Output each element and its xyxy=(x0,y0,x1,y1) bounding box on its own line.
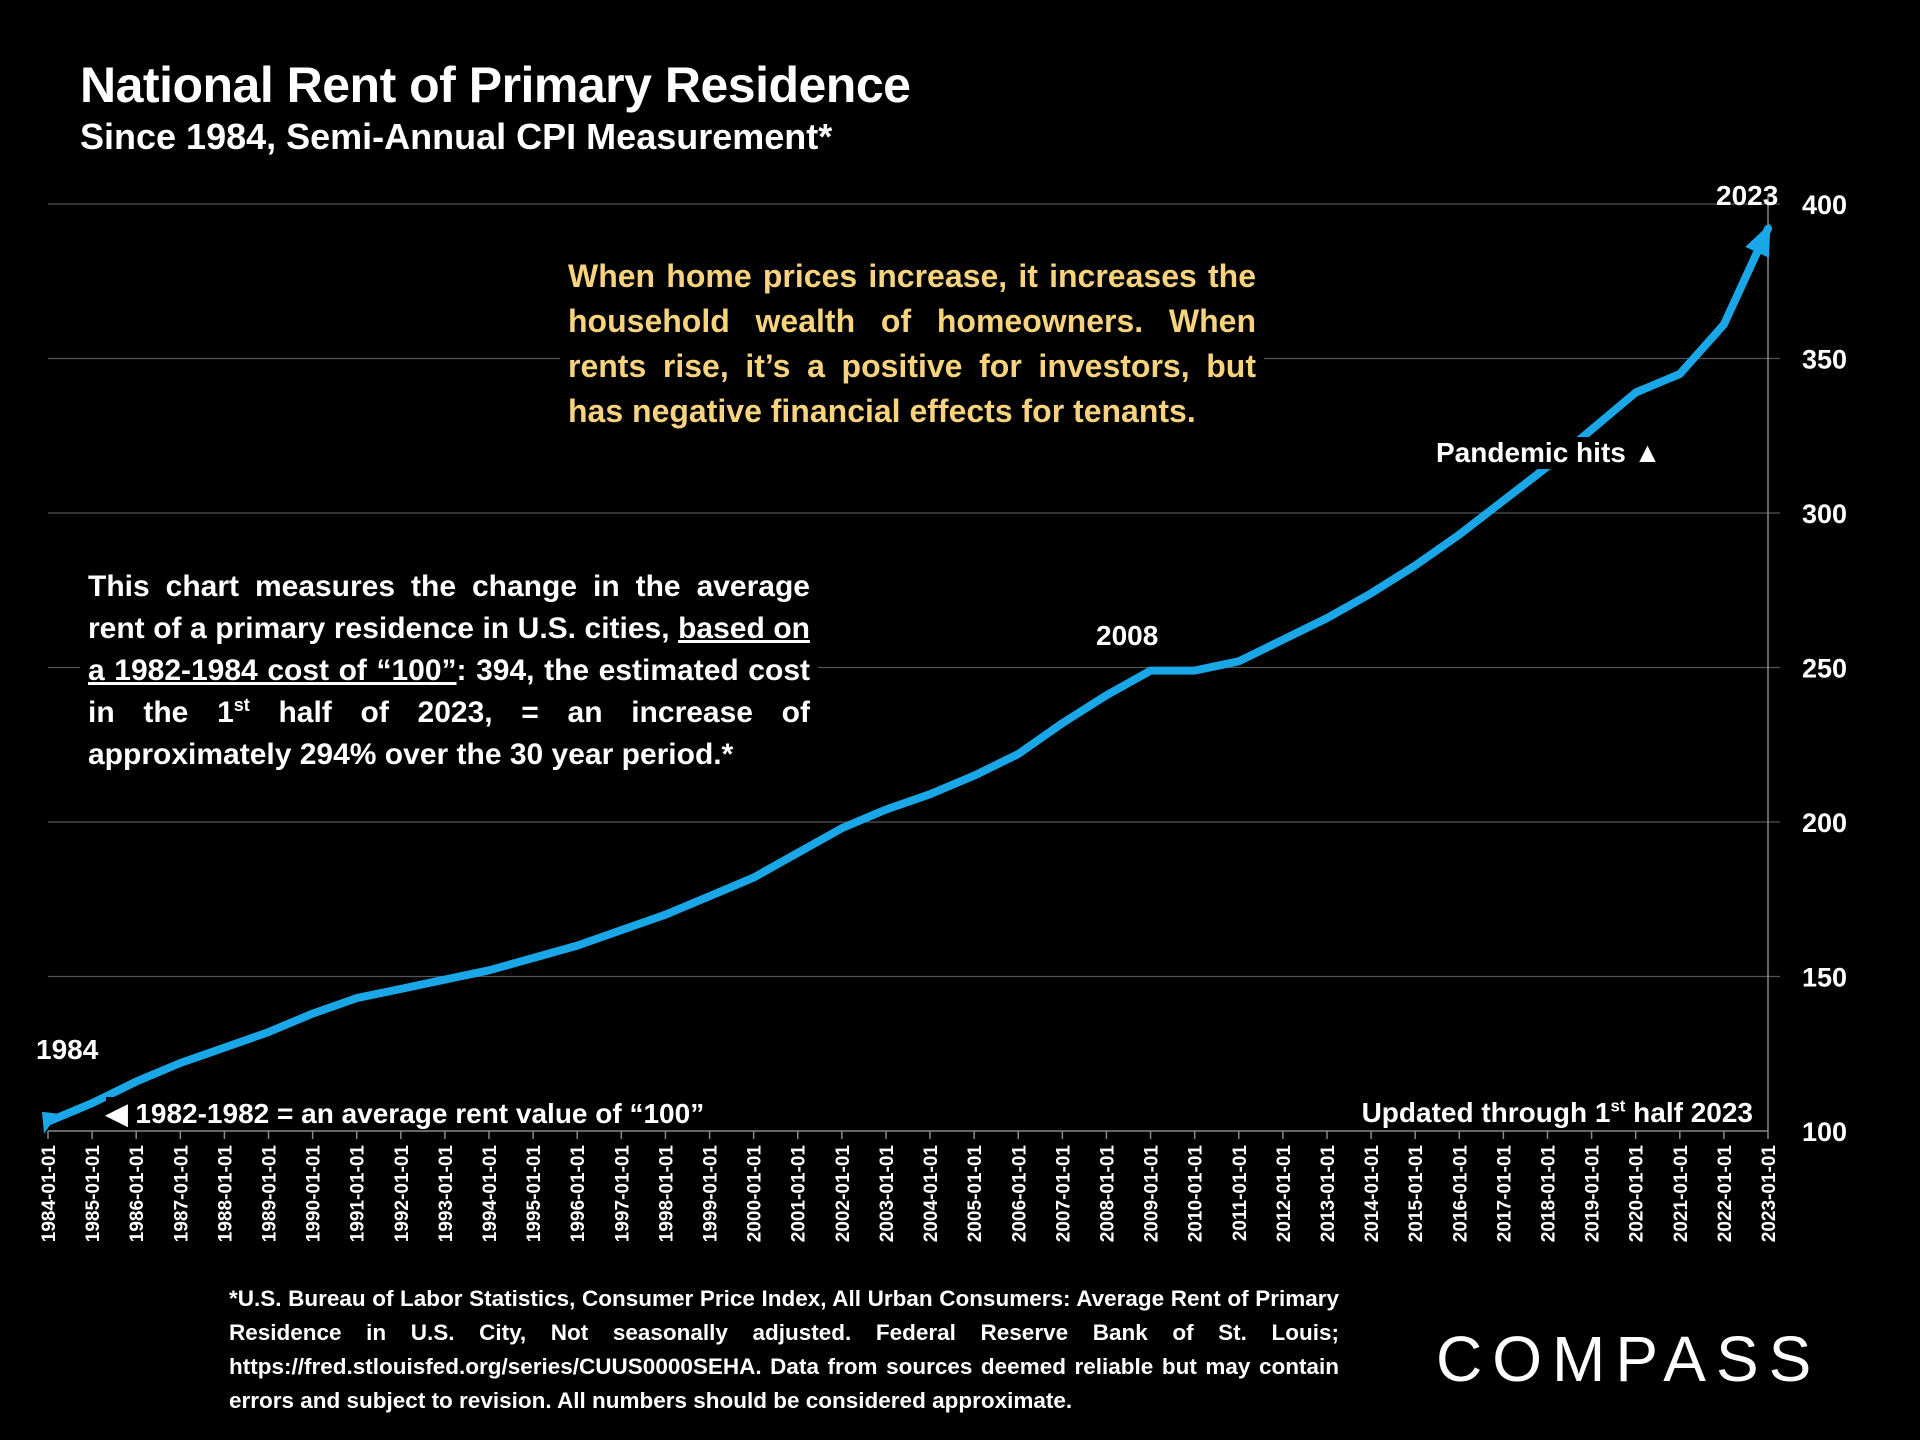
y-tick-label: 300 xyxy=(1802,499,1847,529)
x-tick-label: 1995-01-01 xyxy=(524,1145,545,1243)
left-note-text-3: half of 2023, = an increase of approxima… xyxy=(88,696,811,771)
updated-sup: st xyxy=(1610,1096,1626,1116)
x-tick-label: 1998-01-01 xyxy=(656,1145,677,1243)
left-note-text-2: : 394, the estimated cost in the 1 xyxy=(88,654,810,729)
x-tick-label: 2019-01-01 xyxy=(1583,1145,1604,1243)
x-tick-label: 1985-01-01 xyxy=(83,1145,104,1243)
x-tick-label: 2009-01-01 xyxy=(1142,1145,1163,1243)
x-tick-label: 2002-01-01 xyxy=(833,1145,854,1243)
x-tick-label: 1999-01-01 xyxy=(701,1145,722,1243)
source-footnote: *U.S. Bureau of Labor Statistics, Consum… xyxy=(229,1286,1339,1413)
y-tick-label: 200 xyxy=(1802,808,1847,838)
compass-logo: COMPASS xyxy=(1436,1323,1822,1395)
x-tick-label: 2012-01-01 xyxy=(1274,1145,1295,1243)
updated-text: Updated through 1 xyxy=(1361,1097,1611,1128)
x-tick-label: 2014-01-01 xyxy=(1362,1145,1383,1243)
x-tick-label: 1986-01-01 xyxy=(127,1145,148,1243)
left-note-underlined: based on a 1982-1984 cost of “100” xyxy=(88,612,810,687)
left-note-text: This chart measures the change in the av… xyxy=(88,570,810,645)
updated-note: Updated through 1st half 2023 xyxy=(1361,1096,1753,1129)
x-tick-label: 2005-01-01 xyxy=(965,1145,986,1243)
end-arrow-marker xyxy=(1745,223,1771,258)
updated-text-2: half 2023 xyxy=(1625,1097,1753,1128)
x-tick-label: 2015-01-01 xyxy=(1406,1145,1427,1243)
x-tick-label: 2016-01-01 xyxy=(1450,1145,1471,1243)
x-tick-label: 2021-01-01 xyxy=(1671,1145,1692,1243)
x-tick-label: 2011-01-01 xyxy=(1230,1145,1251,1242)
x-tick-label: 2004-01-01 xyxy=(921,1145,942,1243)
x-tick-label: 2007-01-01 xyxy=(1053,1145,1074,1243)
y-tick-label: 350 xyxy=(1802,345,1847,375)
x-tick-label: 1987-01-01 xyxy=(171,1145,192,1243)
x-tick-label: 1984-01-01 xyxy=(39,1145,60,1243)
x-tick-label: 1993-01-01 xyxy=(436,1145,457,1243)
y-tick-label: 250 xyxy=(1802,654,1847,684)
pandemic-label: Pandemic hits ▲ xyxy=(1432,437,1666,469)
label-2023: 2023 xyxy=(1716,180,1779,211)
start-arrow-marker xyxy=(42,1111,58,1134)
x-tick-label: 1997-01-01 xyxy=(612,1145,633,1243)
x-tick-label: 2020-01-01 xyxy=(1627,1145,1648,1243)
x-tick-label: 2017-01-01 xyxy=(1494,1145,1515,1243)
left-annotation: This chart measures the change in the av… xyxy=(80,566,818,776)
x-tick-label: 2008-01-01 xyxy=(1097,1145,1118,1243)
label-1984: 1984 xyxy=(36,1034,99,1066)
x-tick-label: 2018-01-01 xyxy=(1538,1145,1559,1243)
yellow-annotation: When home prices increase, it increases … xyxy=(560,254,1264,434)
x-tick-label: 1992-01-01 xyxy=(392,1145,413,1243)
x-tick-label: 2003-01-01 xyxy=(877,1145,898,1243)
x-tick-label: 1996-01-01 xyxy=(568,1145,589,1243)
left-note-sup: st xyxy=(233,695,250,715)
y-tick-label: 150 xyxy=(1802,963,1847,993)
chart-title: National Rent of Primary Residence xyxy=(80,57,911,113)
x-tick-label: 1994-01-01 xyxy=(480,1145,501,1243)
axes xyxy=(47,194,1769,1139)
y-tick-label: 400 xyxy=(1802,190,1847,220)
x-tick-label: 2022-01-01 xyxy=(1715,1145,1736,1243)
x-tick-labels: 1984-01-01 1985-01-01 1986-01-01 1987-01-01… xyxy=(39,1145,1780,1243)
series-line xyxy=(44,224,1772,1126)
x-tick-label: 1989-01-01 xyxy=(260,1145,281,1243)
x-tick-label: 1991-01-01 xyxy=(348,1145,369,1243)
x-tick-label: 2000-01-01 xyxy=(745,1145,766,1243)
series-rent xyxy=(42,223,1772,1134)
chart-subtitle: Since 1984, Semi-Annual CPI Measurement* xyxy=(80,116,833,157)
x-tick-label: 2013-01-01 xyxy=(1318,1145,1339,1243)
baseline-note: ◀ 1982-1982 = an average rent value of “… xyxy=(106,1097,705,1130)
label-2008: 2008 xyxy=(1096,620,1159,652)
x-tick-label: 2001-01-01 xyxy=(789,1145,810,1243)
x-tick-label: 2006-01-01 xyxy=(1009,1145,1030,1243)
x-tick-label: 2010-01-01 xyxy=(1186,1145,1207,1243)
x-tick-label: 2023-01-01 xyxy=(1759,1145,1780,1243)
y-tick-labels: 100 150 200 250 300 350 400 xyxy=(1802,190,1847,1147)
x-tick-label: 1990-01-01 xyxy=(304,1145,325,1243)
x-tick-label: 1988-01-01 xyxy=(215,1145,236,1243)
y-tick-label: 100 xyxy=(1802,1117,1847,1147)
